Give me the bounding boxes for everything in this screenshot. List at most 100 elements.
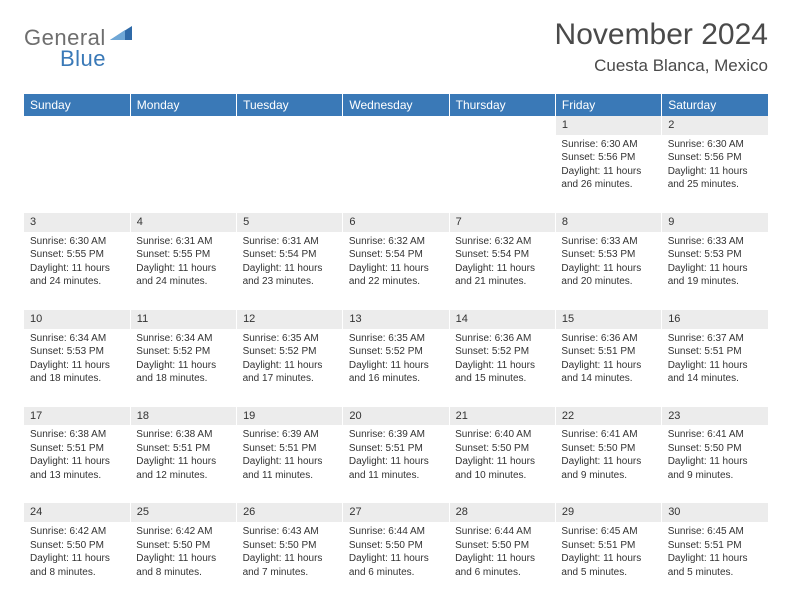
sunrise-text: Sunrise: 6:34 AM (30, 332, 124, 346)
sunset-text: Sunset: 5:52 PM (455, 345, 549, 359)
day-cell: Sunrise: 6:39 AMSunset: 5:51 PMDaylight:… (343, 425, 449, 503)
sunrise-text: Sunrise: 6:33 AM (668, 235, 762, 249)
day-cell: Sunrise: 6:35 AMSunset: 5:52 PMDaylight:… (237, 329, 343, 407)
day-number: 10 (24, 310, 130, 329)
daylight-text: Daylight: 11 hours and 14 minutes. (668, 359, 762, 386)
daylight-text: Daylight: 11 hours and 9 minutes. (668, 455, 762, 482)
sunrise-text: Sunrise: 6:42 AM (136, 525, 230, 539)
day-header: Tuesday (237, 94, 343, 116)
sunrise-text: Sunrise: 6:39 AM (243, 428, 337, 442)
daylight-text: Daylight: 11 hours and 12 minutes. (136, 455, 230, 482)
daylight-text: Daylight: 11 hours and 8 minutes. (136, 552, 230, 579)
day-number-row: 24252627282930 (24, 503, 768, 522)
title-block: November 2024 Cuesta Blanca, Mexico (555, 18, 768, 76)
day-cell (130, 135, 236, 213)
day-number: 25 (130, 503, 236, 522)
day-cell: Sunrise: 6:32 AMSunset: 5:54 PMDaylight:… (449, 232, 555, 310)
sunset-text: Sunset: 5:52 PM (243, 345, 337, 359)
daylight-text: Daylight: 11 hours and 24 minutes. (136, 262, 230, 289)
day-number (449, 116, 555, 135)
daylight-text: Daylight: 11 hours and 5 minutes. (561, 552, 655, 579)
daylight-text: Daylight: 11 hours and 6 minutes. (349, 552, 443, 579)
sunrise-text: Sunrise: 6:43 AM (243, 525, 337, 539)
sunrise-text: Sunrise: 6:35 AM (349, 332, 443, 346)
day-cell: Sunrise: 6:41 AMSunset: 5:50 PMDaylight:… (555, 425, 661, 503)
sunset-text: Sunset: 5:52 PM (136, 345, 230, 359)
daylight-text: Daylight: 11 hours and 17 minutes. (243, 359, 337, 386)
sunrise-text: Sunrise: 6:41 AM (668, 428, 762, 442)
daylight-text: Daylight: 11 hours and 26 minutes. (561, 165, 655, 192)
logo-text-blue-wrap: Blue (24, 46, 106, 72)
logo-text-blue: Blue (60, 46, 106, 71)
day-number: 24 (24, 503, 130, 522)
sunrise-text: Sunrise: 6:40 AM (455, 428, 549, 442)
sunrise-text: Sunrise: 6:30 AM (30, 235, 124, 249)
day-cell: Sunrise: 6:33 AMSunset: 5:53 PMDaylight:… (662, 232, 768, 310)
sunrise-text: Sunrise: 6:31 AM (243, 235, 337, 249)
day-cell: Sunrise: 6:38 AMSunset: 5:51 PMDaylight:… (24, 425, 130, 503)
sunset-text: Sunset: 5:50 PM (243, 539, 337, 553)
daylight-text: Daylight: 11 hours and 19 minutes. (668, 262, 762, 289)
sunset-text: Sunset: 5:51 PM (349, 442, 443, 456)
day-cell: Sunrise: 6:36 AMSunset: 5:52 PMDaylight:… (449, 329, 555, 407)
day-cell: Sunrise: 6:30 AMSunset: 5:56 PMDaylight:… (555, 135, 661, 213)
day-number: 4 (130, 213, 236, 232)
sunrise-text: Sunrise: 6:44 AM (455, 525, 549, 539)
sunrise-text: Sunrise: 6:44 AM (349, 525, 443, 539)
daylight-text: Daylight: 11 hours and 24 minutes. (30, 262, 124, 289)
day-cell: Sunrise: 6:34 AMSunset: 5:53 PMDaylight:… (24, 329, 130, 407)
sunset-text: Sunset: 5:53 PM (30, 345, 124, 359)
day-number: 9 (662, 213, 768, 232)
day-number: 20 (343, 407, 449, 426)
day-number: 3 (24, 213, 130, 232)
sunrise-text: Sunrise: 6:41 AM (561, 428, 655, 442)
sunset-text: Sunset: 5:50 PM (668, 442, 762, 456)
daylight-text: Daylight: 11 hours and 11 minutes. (243, 455, 337, 482)
day-cell: Sunrise: 6:39 AMSunset: 5:51 PMDaylight:… (237, 425, 343, 503)
daylight-text: Daylight: 11 hours and 23 minutes. (243, 262, 337, 289)
sunset-text: Sunset: 5:51 PM (136, 442, 230, 456)
sunset-text: Sunset: 5:50 PM (455, 539, 549, 553)
day-cell: Sunrise: 6:32 AMSunset: 5:54 PMDaylight:… (343, 232, 449, 310)
daylight-text: Daylight: 11 hours and 18 minutes. (30, 359, 124, 386)
day-cell: Sunrise: 6:30 AMSunset: 5:55 PMDaylight:… (24, 232, 130, 310)
day-cell: Sunrise: 6:36 AMSunset: 5:51 PMDaylight:… (555, 329, 661, 407)
calendar-body: 12Sunrise: 6:30 AMSunset: 5:56 PMDayligh… (24, 116, 768, 600)
day-header: Wednesday (343, 94, 449, 116)
sunrise-text: Sunrise: 6:38 AM (136, 428, 230, 442)
day-number: 23 (662, 407, 768, 426)
calendar-table: SundayMondayTuesdayWednesdayThursdayFrid… (24, 94, 768, 600)
day-number: 13 (343, 310, 449, 329)
day-number: 16 (662, 310, 768, 329)
day-number-row: 17181920212223 (24, 407, 768, 426)
sunset-text: Sunset: 5:51 PM (30, 442, 124, 456)
sunrise-text: Sunrise: 6:39 AM (349, 428, 443, 442)
sunset-text: Sunset: 5:55 PM (136, 248, 230, 262)
day-cell: Sunrise: 6:31 AMSunset: 5:55 PMDaylight:… (130, 232, 236, 310)
header: General November 2024 Cuesta Blanca, Mex… (24, 18, 768, 76)
daylight-text: Daylight: 11 hours and 5 minutes. (668, 552, 762, 579)
sunset-text: Sunset: 5:54 PM (455, 248, 549, 262)
day-cell: Sunrise: 6:45 AMSunset: 5:51 PMDaylight:… (662, 522, 768, 600)
day-cell: Sunrise: 6:42 AMSunset: 5:50 PMDaylight:… (24, 522, 130, 600)
location: Cuesta Blanca, Mexico (555, 56, 768, 76)
sunset-text: Sunset: 5:55 PM (30, 248, 124, 262)
day-number: 28 (449, 503, 555, 522)
sunset-text: Sunset: 5:51 PM (561, 539, 655, 553)
day-number: 30 (662, 503, 768, 522)
sunrise-text: Sunrise: 6:45 AM (561, 525, 655, 539)
day-number: 6 (343, 213, 449, 232)
sunrise-text: Sunrise: 6:42 AM (30, 525, 124, 539)
day-cell: Sunrise: 6:40 AMSunset: 5:50 PMDaylight:… (449, 425, 555, 503)
sunset-text: Sunset: 5:51 PM (668, 345, 762, 359)
day-content-row: Sunrise: 6:38 AMSunset: 5:51 PMDaylight:… (24, 425, 768, 503)
day-cell: Sunrise: 6:43 AMSunset: 5:50 PMDaylight:… (237, 522, 343, 600)
daylight-text: Daylight: 11 hours and 20 minutes. (561, 262, 655, 289)
day-content-row: Sunrise: 6:34 AMSunset: 5:53 PMDaylight:… (24, 329, 768, 407)
day-number: 7 (449, 213, 555, 232)
sunset-text: Sunset: 5:56 PM (561, 151, 655, 165)
sunrise-text: Sunrise: 6:34 AM (136, 332, 230, 346)
day-number: 1 (555, 116, 661, 135)
day-cell (343, 135, 449, 213)
day-header: Sunday (24, 94, 130, 116)
